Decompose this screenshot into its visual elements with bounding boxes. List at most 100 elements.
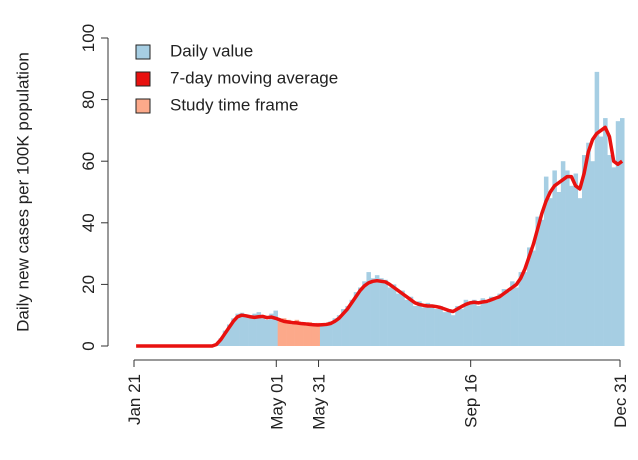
bar — [569, 185, 574, 346]
legend-label: Daily value — [170, 41, 253, 60]
bar — [256, 312, 262, 346]
y-tick-label: 20 — [79, 275, 98, 294]
bar — [341, 309, 346, 346]
bar — [543, 176, 549, 346]
bar — [303, 322, 308, 346]
bar — [577, 198, 583, 346]
bar — [611, 167, 617, 346]
bar — [450, 315, 456, 346]
legend-label: 7-day moving average — [170, 68, 338, 87]
bar — [243, 315, 249, 346]
bar — [235, 313, 240, 346]
bar — [510, 281, 515, 346]
bar — [586, 142, 591, 346]
bar — [522, 272, 528, 346]
bar — [497, 293, 502, 346]
bar — [239, 312, 245, 346]
bar — [281, 318, 287, 346]
bar — [560, 161, 566, 346]
bar — [565, 170, 570, 346]
bar — [573, 173, 579, 346]
bar — [527, 247, 532, 346]
bar — [531, 250, 536, 346]
bar — [387, 287, 393, 346]
bar — [438, 305, 443, 346]
bar — [556, 192, 562, 346]
bar — [252, 313, 257, 346]
bar — [581, 155, 587, 346]
bar — [480, 298, 486, 346]
bar — [463, 299, 469, 346]
legend-label: Study time frame — [170, 95, 299, 114]
bar — [222, 330, 228, 346]
bar — [590, 161, 595, 346]
bar — [260, 318, 266, 346]
bar — [476, 305, 481, 346]
bar — [269, 313, 274, 346]
y-axis-label: Daily new cases per 100K population — [13, 52, 32, 332]
bar — [336, 315, 342, 346]
bar — [277, 321, 283, 346]
bar — [265, 319, 270, 346]
bar — [286, 319, 291, 346]
bar — [294, 319, 300, 346]
bar — [357, 287, 363, 346]
legend-swatch — [135, 98, 151, 114]
bar — [353, 292, 359, 346]
bar — [231, 318, 236, 346]
x-tick-label: Sep 16 — [462, 374, 481, 428]
bar — [400, 290, 405, 346]
bar — [446, 309, 452, 346]
bar — [319, 325, 325, 346]
bar — [366, 272, 371, 346]
bar — [505, 292, 511, 346]
bar — [467, 304, 473, 346]
bar — [379, 278, 384, 346]
bar — [539, 219, 545, 346]
bar — [594, 71, 600, 346]
bar — [598, 136, 604, 346]
bar — [434, 309, 439, 346]
bar — [374, 275, 380, 346]
bar — [332, 318, 338, 346]
bar — [607, 155, 612, 346]
legend-swatch — [135, 71, 151, 87]
bar — [391, 284, 397, 346]
bar — [345, 305, 350, 346]
bar — [459, 309, 464, 346]
bar — [472, 299, 477, 346]
bar — [226, 324, 232, 346]
bar — [548, 198, 553, 346]
bar — [425, 302, 431, 346]
y-tick-label: 60 — [79, 152, 98, 171]
bar — [535, 216, 541, 346]
bar — [324, 322, 329, 346]
line — [136, 125, 624, 348]
bar — [408, 296, 414, 346]
bar — [273, 310, 278, 346]
y-tick-label: 100 — [79, 24, 98, 52]
bar — [514, 287, 519, 346]
bar — [620, 118, 625, 346]
bar — [328, 321, 333, 346]
bar — [349, 299, 355, 346]
bar — [404, 299, 409, 346]
bar — [290, 324, 295, 346]
bar — [552, 170, 557, 346]
y-tick-label: 0 — [79, 341, 98, 350]
x-tick-label: Jan 21 — [125, 374, 144, 425]
bar — [603, 118, 608, 346]
y-tick-label: 40 — [79, 213, 98, 232]
bar — [484, 302, 490, 346]
bar — [383, 279, 388, 346]
bar — [370, 278, 376, 346]
y-tick-label: 80 — [79, 90, 98, 109]
x-tick-label: Dec 31 — [611, 374, 630, 428]
legend-swatch — [135, 44, 151, 60]
bar — [429, 304, 435, 346]
bar — [518, 272, 524, 346]
bar — [493, 299, 498, 346]
x-tick-label: May 31 — [310, 374, 329, 430]
bar — [488, 296, 494, 346]
